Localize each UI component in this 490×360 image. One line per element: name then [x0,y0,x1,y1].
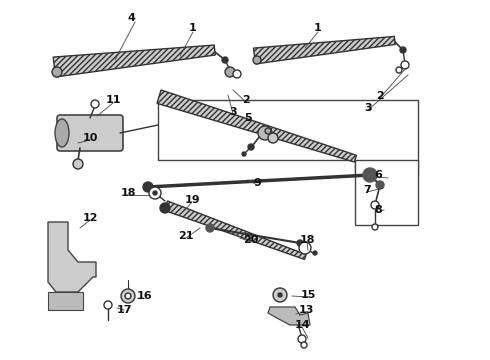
Text: 4: 4 [127,13,135,23]
Text: 5: 5 [244,113,252,123]
Circle shape [371,201,379,209]
Circle shape [52,67,62,77]
Circle shape [372,224,378,230]
Polygon shape [157,90,356,162]
Circle shape [222,57,228,63]
Text: 18: 18 [120,188,136,198]
Circle shape [273,288,287,302]
Text: 17: 17 [116,305,132,315]
Text: 20: 20 [244,235,259,245]
Circle shape [298,335,306,343]
Polygon shape [253,36,395,64]
Circle shape [401,61,409,69]
Text: 15: 15 [300,290,316,300]
Text: 9: 9 [253,178,261,188]
Circle shape [297,240,303,246]
Polygon shape [158,100,418,175]
Text: 13: 13 [298,305,314,315]
Polygon shape [355,160,418,225]
Circle shape [91,100,99,108]
Circle shape [206,224,214,232]
Text: 1: 1 [189,23,197,33]
Text: 21: 21 [178,231,194,241]
Circle shape [149,187,161,199]
Text: 16: 16 [136,291,152,301]
Polygon shape [48,222,96,292]
Circle shape [365,170,375,180]
Ellipse shape [55,119,69,147]
Polygon shape [53,45,216,77]
Text: 1: 1 [314,23,322,33]
Circle shape [268,133,278,143]
Circle shape [258,126,272,140]
Circle shape [376,181,384,189]
Circle shape [160,203,170,213]
Text: 8: 8 [374,205,382,215]
Circle shape [400,47,406,53]
Text: 19: 19 [184,195,200,205]
Circle shape [153,191,157,195]
Text: 14: 14 [294,320,310,330]
Circle shape [125,293,131,299]
Circle shape [248,144,254,150]
Circle shape [253,56,261,64]
Text: 3: 3 [229,107,237,117]
Circle shape [299,242,311,254]
FancyBboxPatch shape [57,115,123,151]
Text: 12: 12 [82,213,98,223]
Polygon shape [268,307,310,325]
Text: 2: 2 [376,91,384,101]
Text: 10: 10 [82,133,98,143]
Circle shape [363,168,377,182]
Circle shape [143,182,153,192]
Text: 18: 18 [299,235,315,245]
Circle shape [396,67,402,73]
Circle shape [104,301,112,309]
Circle shape [73,159,83,169]
Text: 7: 7 [363,185,371,195]
Circle shape [233,70,241,78]
Text: 11: 11 [105,95,121,105]
Bar [48,292,83,310]
Text: 6: 6 [374,170,382,180]
Circle shape [313,251,317,255]
Text: 3: 3 [364,103,372,113]
Polygon shape [164,201,306,260]
Circle shape [242,152,246,156]
Circle shape [278,293,282,297]
Circle shape [121,289,135,303]
Circle shape [225,67,235,77]
Circle shape [265,128,271,134]
Text: 2: 2 [242,95,250,105]
Circle shape [301,342,307,348]
